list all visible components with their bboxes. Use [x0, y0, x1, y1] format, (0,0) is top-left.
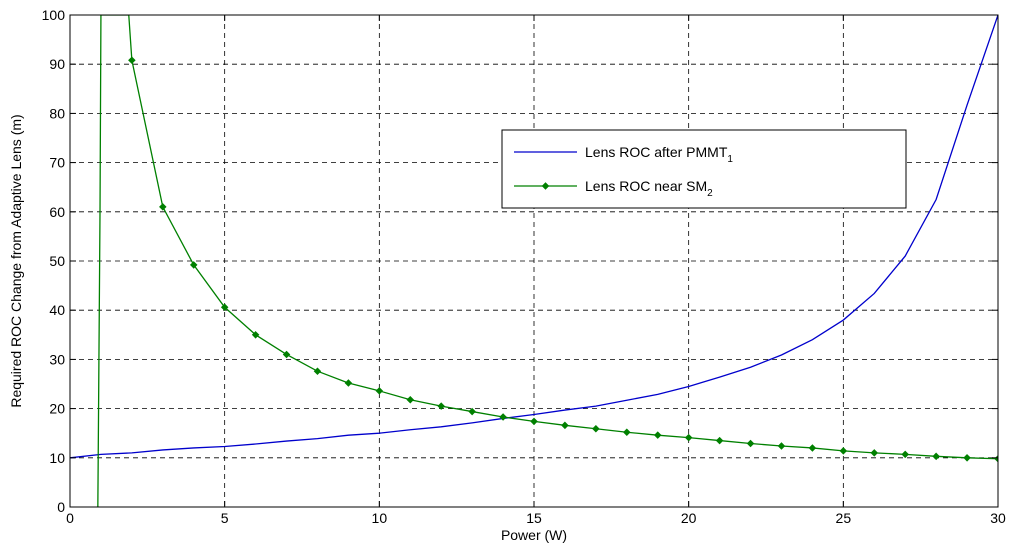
legend-box — [501, 129, 907, 209]
y-tick-label: 80 — [49, 105, 65, 121]
series-1-line — [70, 15, 998, 459]
x-tick-label: 30 — [990, 510, 1006, 526]
series-2-point — [406, 395, 415, 404]
y-tick-label: 10 — [49, 450, 65, 466]
legend-label-text: Lens ROC near SM — [585, 178, 707, 194]
x-tick-label: 20 — [681, 510, 697, 526]
legend-label-1: Lens ROC after PMMT1 — [585, 144, 733, 165]
x-axis-label: Power (W) — [501, 527, 567, 543]
x-tick-label: 5 — [221, 510, 229, 526]
series-2-point — [653, 431, 662, 439]
series-2-point — [684, 433, 693, 442]
y-tick-label: 0 — [57, 499, 65, 515]
series-2-point — [623, 428, 631, 436]
y-tick-label: 60 — [49, 204, 65, 220]
y-tick-label: 20 — [49, 401, 65, 417]
series-2-point — [251, 331, 260, 339]
x-tick-label: 25 — [836, 510, 852, 526]
x-tick-label: 10 — [372, 510, 388, 526]
series-2-point — [220, 303, 229, 312]
y-tick-label: 50 — [49, 253, 65, 269]
series-2-point — [437, 402, 445, 410]
series-2-point — [375, 387, 384, 395]
legend: Lens ROC after PMMT1 Lens ROC near SM2 — [501, 129, 907, 209]
series-2-point — [282, 350, 291, 359]
series-2-point — [963, 454, 971, 462]
series-2-point — [530, 417, 538, 426]
y-tick-label: 100 — [42, 7, 66, 23]
legend-marker-2 — [541, 182, 550, 190]
series-2-point — [901, 450, 909, 459]
series-2 — [97, 15, 998, 507]
series-2-point — [592, 425, 600, 433]
y-tick-label: 40 — [49, 302, 65, 318]
series-2-point — [839, 447, 848, 455]
tick-layer: 0 5 10 15 20 25 30 0 10 20 30 40 50 60 70 80 90 100 — [42, 7, 1006, 526]
series-2-point — [468, 407, 476, 416]
x-tick-label: 0 — [66, 510, 74, 526]
legend-label-2: Lens ROC near SM2 — [585, 178, 713, 199]
y-tick-label: 30 — [49, 351, 65, 367]
series-2-point — [128, 56, 136, 65]
series-layer — [70, 15, 998, 507]
legend-label-subscript: 1 — [727, 154, 733, 165]
series-2-point — [344, 379, 353, 387]
series-2-point — [746, 439, 755, 448]
y-tick-label: 70 — [49, 155, 65, 171]
y-axis-label: Required ROC Change from Adaptive Lens (… — [8, 114, 24, 407]
legend-label-text: Lens ROC after PMMT — [585, 144, 728, 160]
series-2-point — [499, 413, 507, 421]
series-2-point — [313, 367, 322, 375]
grid — [70, 15, 998, 507]
series-2-point — [189, 261, 198, 269]
series-2-point — [561, 421, 569, 430]
series-2-point — [159, 203, 167, 211]
legend-label-subscript: 2 — [707, 188, 713, 199]
series-1 — [70, 15, 998, 459]
series-2-point — [932, 452, 940, 461]
y-tick-label: 90 — [49, 56, 65, 72]
series-2-point — [777, 442, 786, 450]
series-2-point — [715, 436, 724, 445]
x-tick-label: 15 — [526, 510, 542, 526]
series-2-point — [808, 444, 817, 452]
series-2-point — [870, 449, 879, 457]
